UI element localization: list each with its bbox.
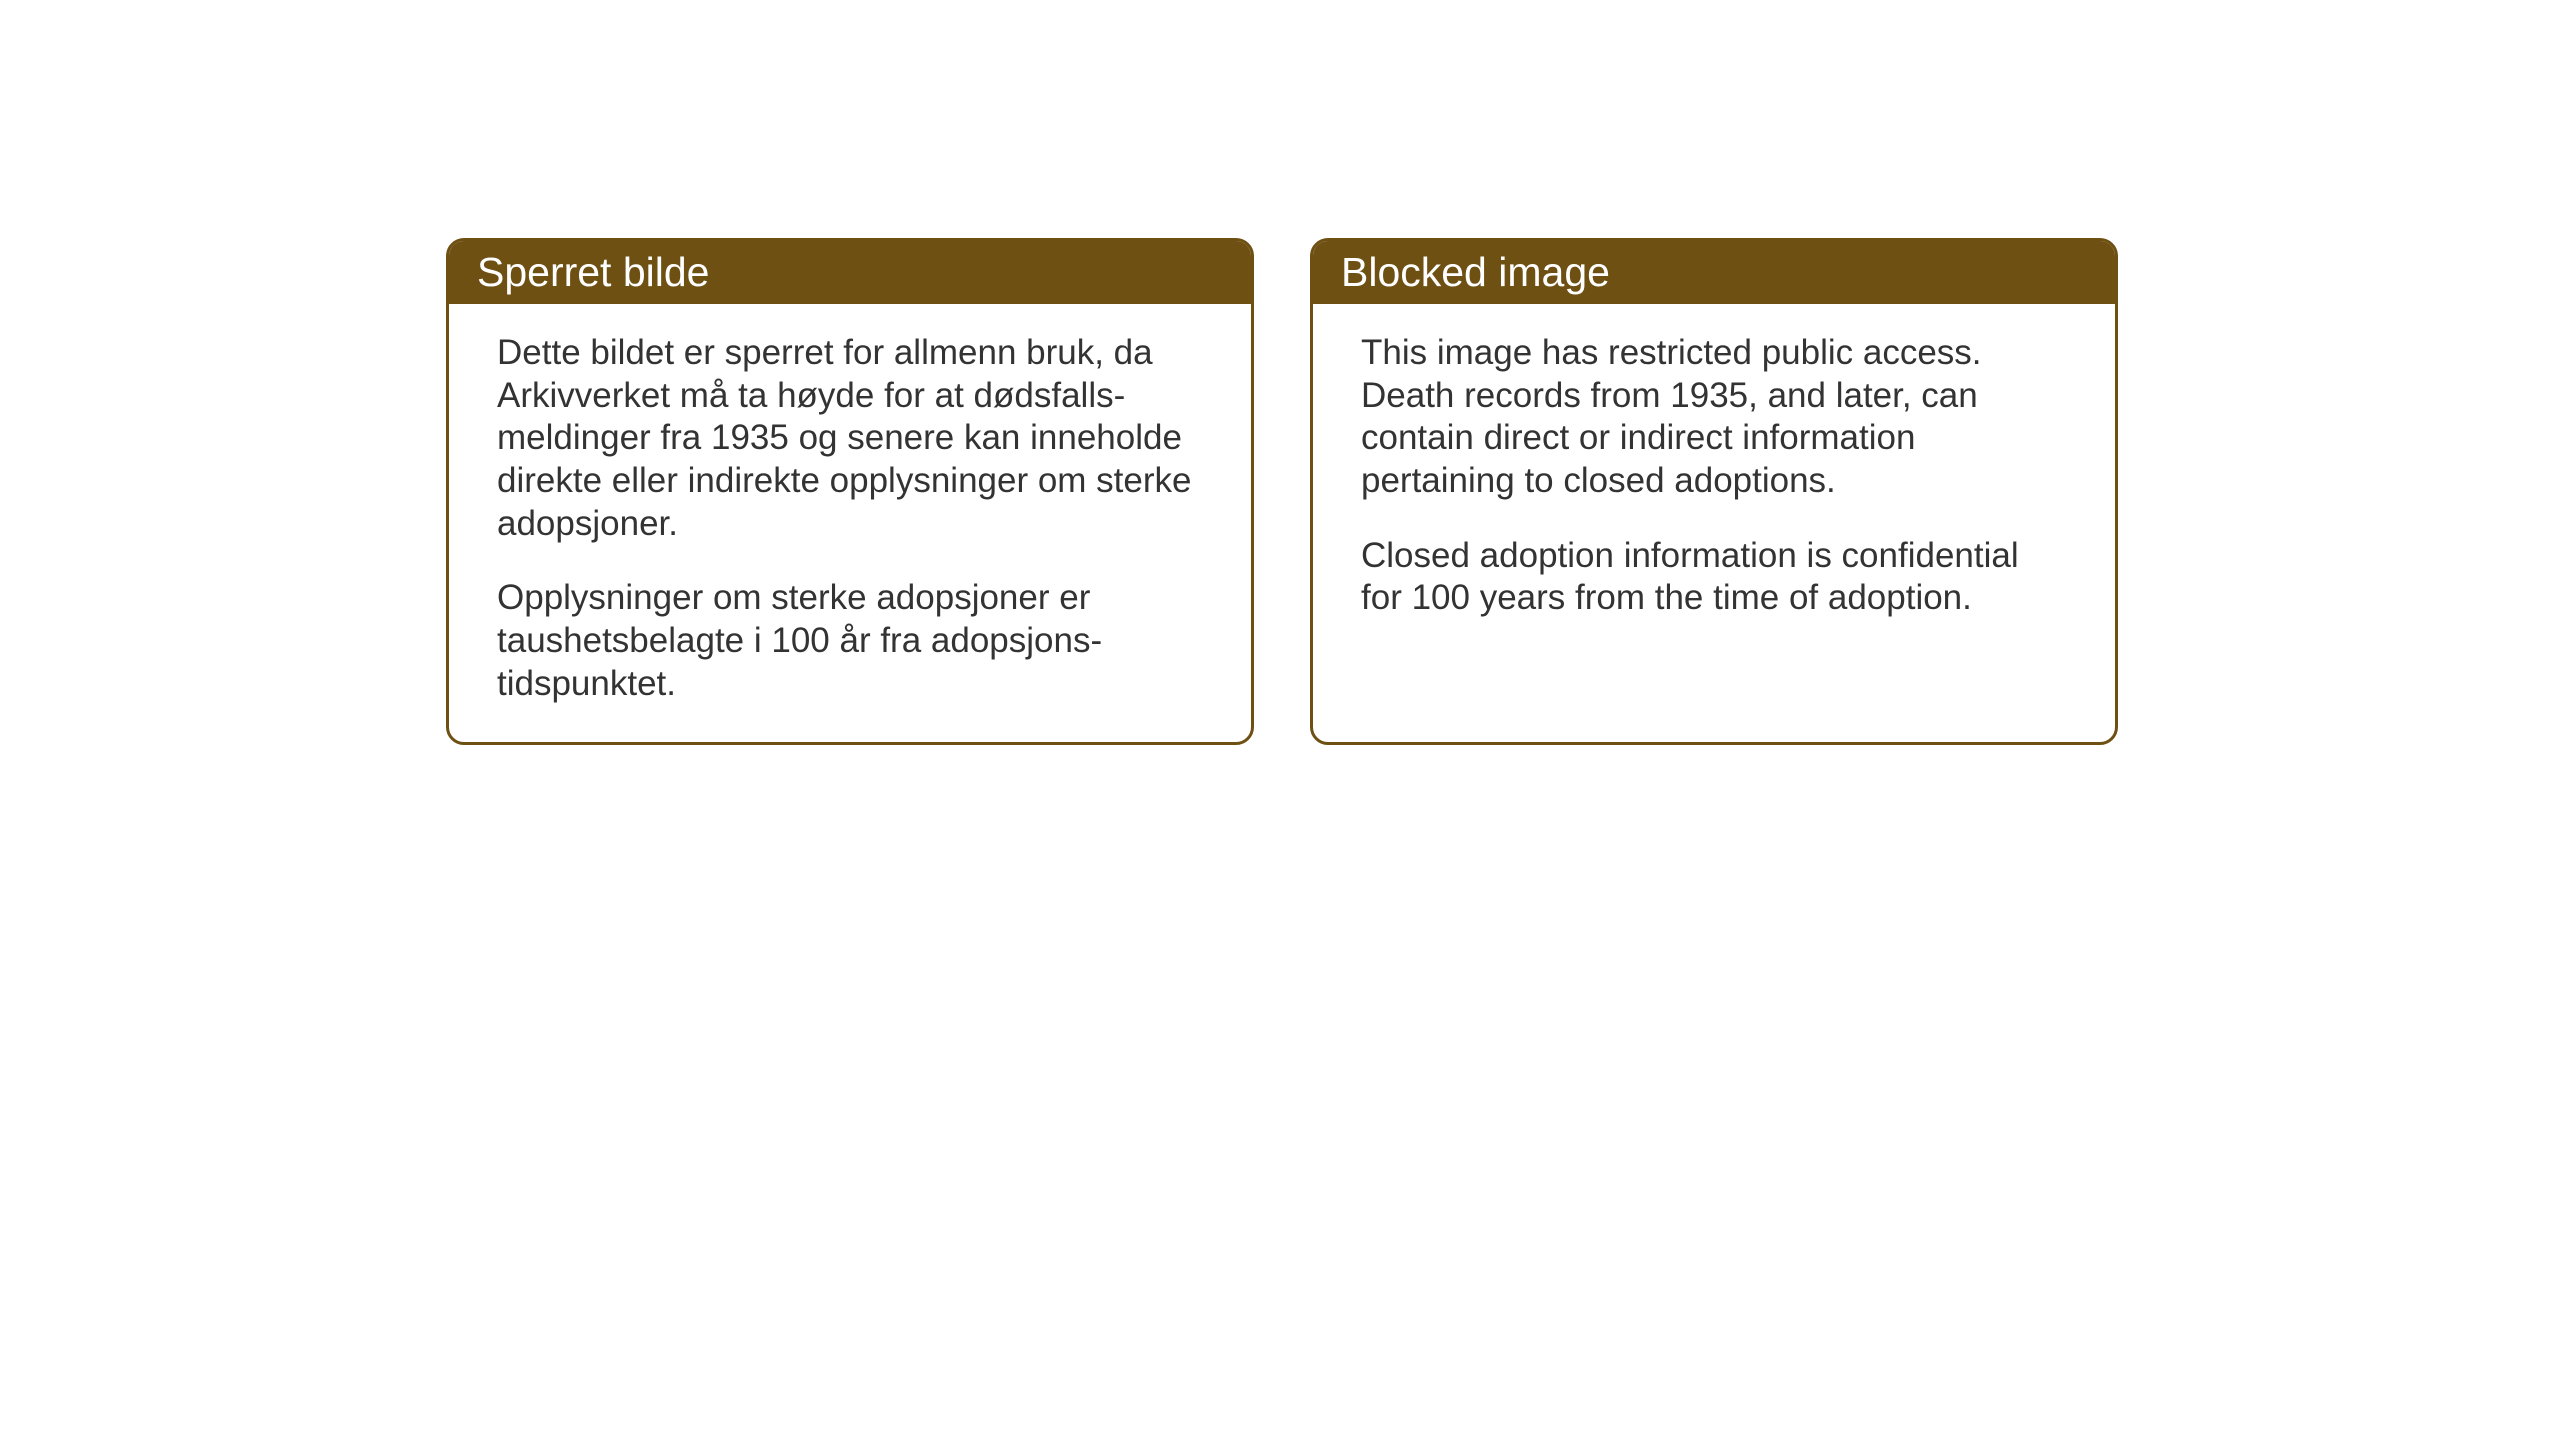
notices-container: Sperret bilde Dette bildet er sperret fo…: [446, 238, 2118, 745]
notice-paragraph: This image has restricted public access.…: [1361, 332, 2067, 503]
notice-title-norwegian: Sperret bilde: [477, 249, 709, 295]
notice-paragraph: Closed adoption information is confident…: [1361, 535, 2067, 620]
notice-body-norwegian: Dette bildet er sperret for allmenn bruk…: [449, 304, 1251, 742]
notice-header-english: Blocked image: [1313, 241, 2115, 304]
notice-box-norwegian: Sperret bilde Dette bildet er sperret fo…: [446, 238, 1254, 745]
notice-paragraph: Opplysninger om sterke adopsjoner er tau…: [497, 577, 1203, 705]
notice-title-english: Blocked image: [1341, 249, 1610, 295]
notice-body-english: This image has restricted public access.…: [1313, 304, 2115, 656]
notice-header-norwegian: Sperret bilde: [449, 241, 1251, 304]
notice-box-english: Blocked image This image has restricted …: [1310, 238, 2118, 745]
notice-paragraph: Dette bildet er sperret for allmenn bruk…: [497, 332, 1203, 545]
